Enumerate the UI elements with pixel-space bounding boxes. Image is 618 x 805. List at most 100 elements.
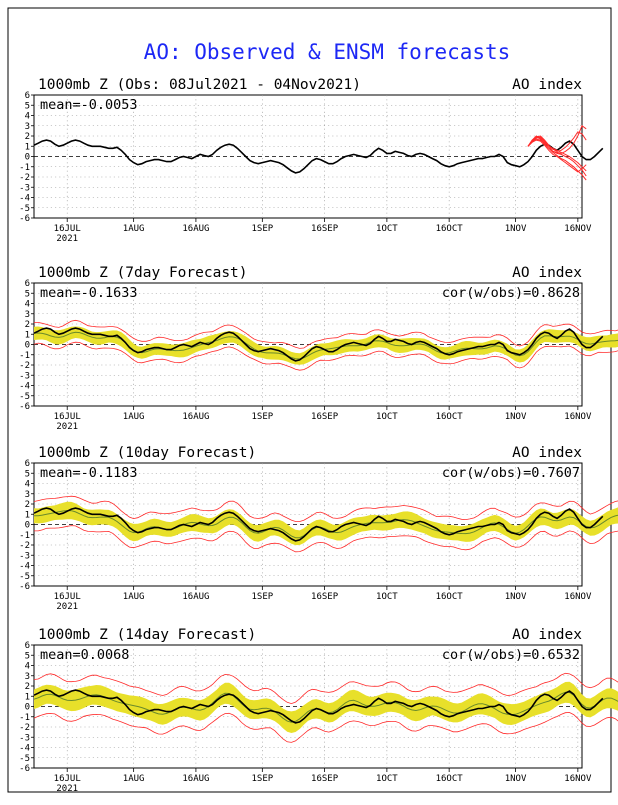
forecast-member-line [527,135,587,172]
x-tick-label: 1SEP [251,774,273,784]
x-tick-label: 16OCT [436,412,464,422]
y-tick-label: 4 [25,480,30,490]
y-tick-label: -2 [19,361,30,371]
forecast-spread-band [34,326,618,365]
y-tick-label: -6 [19,764,30,774]
y-tick-label: 0 [25,341,30,351]
y-tick-label: -6 [19,582,30,592]
x-tick-label: 16AUG [182,774,209,784]
y-tick-label: 6 [25,279,30,289]
y-tick-label: -3 [19,551,30,561]
y-tick-label: 0 [25,703,30,713]
x-tick-label: 1OCT [376,774,398,784]
x-tick-label-year: 2021 [56,234,78,244]
y-tick-label: -3 [19,733,30,743]
grid [34,95,582,218]
y-tick-label: 0 [25,153,30,163]
panel-correlation-stat: cor(w/obs)=0.7607 [442,465,580,481]
x-tick-label: 16JUL [54,224,81,234]
panel-mean-stat: mean=-0.0053 [40,97,138,113]
y-tick-label: 2 [25,500,30,510]
observed-series-line [33,139,604,174]
y-tick-label: 3 [25,122,30,132]
panel-header-index: AO index [512,445,582,461]
y-tick-label: 6 [25,641,30,651]
x-tick-label: 1OCT [376,224,398,234]
figure-title: AO: Observed & ENSM forecasts [144,40,511,64]
forecast-member-line [527,125,587,154]
x-tick-label: 16NOV [564,592,592,602]
y-tick-label: -2 [19,723,30,733]
panel-mean-stat: mean=-0.1183 [40,465,138,481]
x-tick-label: 16JUL [54,774,81,784]
panel-2: 1000mb Z (7day Forecast) AO index6543210-… [19,265,618,432]
y-tick-label: 4 [25,112,30,122]
x-tick-label: 1NOV [505,224,527,234]
forecast-member-line [527,138,587,181]
x-tick-label: 1AUG [123,592,145,602]
x-tick-label: 16SEP [311,592,339,602]
y-tick-label: 5 [25,101,30,111]
y-tick-label: -3 [19,183,30,193]
y-tick-label: 5 [25,469,30,479]
panel-header-title: 1000mb Z (14day Forecast) [38,627,256,643]
y-tick-label: -5 [19,572,30,582]
y-tick-label: 5 [25,289,30,299]
y-tick-label: -1 [19,351,30,361]
grid [34,645,582,768]
forecast-mean-line [33,691,618,723]
y-tick-label: 3 [25,672,30,682]
x-tick-label-year: 2021 [56,784,78,794]
panel-header-index: AO index [512,77,582,93]
y-tick-label: -1 [19,713,30,723]
y-tick-label: -5 [19,204,30,214]
panel-header-index: AO index [512,627,582,643]
panel-correlation-stat: cor(w/obs)=0.8628 [442,285,580,301]
forecast-spread-band [34,501,618,546]
x-tick-label: 16JUL [54,592,81,602]
x-tick-label: 16SEP [311,774,339,784]
x-tick-label: 1SEP [251,412,273,422]
x-tick-label: 1NOV [505,774,527,784]
y-tick-label: 6 [25,459,30,469]
forecast-envelope-upper [34,319,618,349]
panels: 1000mb Z (Obs: 08Jul2021 - 04Nov2021) AO … [19,77,618,794]
x-tick-label: 16NOV [564,412,592,422]
observed-series-line [33,689,604,724]
forecast-envelope-upper [33,672,618,705]
y-tick-label: -2 [19,173,30,183]
y-tick-label: 1 [25,330,30,340]
forecast-envelope-lower [33,341,618,371]
forecast-spread-band [34,681,618,733]
y-tick-label: 3 [25,310,30,320]
panel-1: 1000mb Z (Obs: 08Jul2021 - 04Nov2021) AO … [19,77,604,244]
y-tick-label: 4 [25,300,30,310]
x-tick-label: 1NOV [505,592,527,602]
x-tick-label-year: 2021 [56,422,78,432]
forecast-envelope-lower [34,525,618,553]
forecast-envelope-lower [33,712,618,743]
y-tick-label: 2 [25,320,30,330]
x-tick-label: 16SEP [311,224,339,234]
y-tick-label: 5 [25,651,30,661]
y-tick-label: -4 [19,562,30,572]
panel-3: 1000mb Z (10day Forecast) AO index 6543210… [19,445,618,612]
panel-header-index: AO index [512,265,582,281]
panel-header-title: 1000mb Z (10day Forecast) [38,445,256,461]
y-tick-label: 0 [25,521,30,531]
x-tick-label: 16SEP [311,412,339,422]
y-tick-label: -3 [19,371,30,381]
x-tick-label: 16AUG [182,224,209,234]
x-tick-label: 16NOV [564,224,592,234]
panel-mean-stat: mean=0.0068 [40,647,129,663]
x-tick-label: 16OCT [436,224,464,234]
x-tick-label: 1AUG [123,412,145,422]
x-tick-label: 1AUG [123,224,145,234]
x-tick-label-year: 2021 [56,602,78,612]
x-tick-label: 1AUG [123,774,145,784]
forecast-member-line [527,139,587,173]
x-tick-label: 16NOV [564,774,592,784]
x-tick-label: 1NOV [505,412,527,422]
